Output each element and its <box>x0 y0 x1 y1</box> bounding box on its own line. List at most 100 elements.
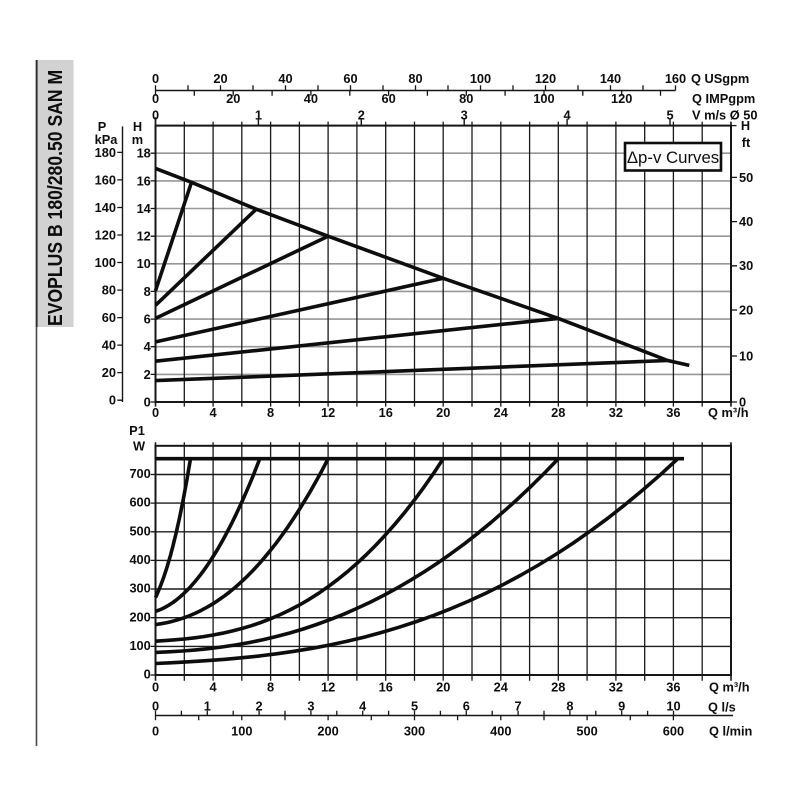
svg-text:6: 6 <box>463 699 470 714</box>
svg-text:W: W <box>133 438 146 453</box>
svg-text:100: 100 <box>470 71 491 86</box>
svg-text:0: 0 <box>152 724 159 739</box>
svg-text:36: 36 <box>666 405 680 420</box>
svg-text:60: 60 <box>381 91 395 106</box>
svg-text:40: 40 <box>304 91 318 106</box>
svg-text:Q l/min: Q l/min <box>709 724 753 739</box>
svg-text:0: 0 <box>109 393 116 408</box>
svg-text:6: 6 <box>144 312 151 327</box>
svg-text:14: 14 <box>137 201 152 216</box>
svg-text:700: 700 <box>129 466 150 481</box>
svg-text:28: 28 <box>551 405 565 420</box>
svg-text:24: 24 <box>494 679 509 694</box>
svg-text:12: 12 <box>321 405 335 420</box>
svg-text:m: m <box>132 132 143 147</box>
svg-text:100: 100 <box>95 255 116 270</box>
svg-text:140: 140 <box>95 200 116 215</box>
svg-text:100: 100 <box>129 638 150 653</box>
svg-text:16: 16 <box>137 173 151 188</box>
svg-text:1: 1 <box>255 108 262 123</box>
svg-text:80: 80 <box>102 282 116 297</box>
svg-text:400: 400 <box>129 552 150 567</box>
svg-text:100: 100 <box>231 724 252 739</box>
svg-text:600: 600 <box>129 495 150 510</box>
svg-text:200: 200 <box>317 724 338 739</box>
svg-text:P: P <box>98 119 107 134</box>
svg-text:32: 32 <box>609 405 623 420</box>
svg-text:20: 20 <box>739 302 753 317</box>
svg-text:80: 80 <box>408 71 422 86</box>
svg-text:24: 24 <box>494 405 509 420</box>
svg-text:80: 80 <box>459 91 473 106</box>
svg-text:12: 12 <box>137 229 151 244</box>
svg-text:500: 500 <box>576 724 597 739</box>
svg-text:10: 10 <box>739 348 753 363</box>
svg-text:120: 120 <box>535 71 556 86</box>
svg-text:3: 3 <box>461 108 468 123</box>
svg-text:0: 0 <box>152 699 159 714</box>
svg-text:0: 0 <box>739 394 746 409</box>
svg-text:40: 40 <box>102 338 116 353</box>
svg-text:5: 5 <box>411 699 418 714</box>
svg-text:7: 7 <box>515 699 522 714</box>
svg-text:4: 4 <box>210 405 218 420</box>
svg-text:140: 140 <box>600 71 621 86</box>
svg-text:60: 60 <box>343 71 357 86</box>
svg-text:50: 50 <box>739 170 753 185</box>
svg-text:Q m³/h: Q m³/h <box>709 679 750 694</box>
svg-text:8: 8 <box>267 679 274 694</box>
svg-text:kPa: kPa <box>95 132 119 147</box>
svg-text:0: 0 <box>152 91 159 106</box>
svg-text:0: 0 <box>152 679 159 694</box>
svg-text:600: 600 <box>663 724 684 739</box>
svg-text:20: 20 <box>436 679 450 694</box>
svg-text:P1: P1 <box>129 423 145 438</box>
svg-text:20: 20 <box>213 71 227 86</box>
svg-text:8: 8 <box>566 699 573 714</box>
svg-text:400: 400 <box>490 724 511 739</box>
svg-text:40: 40 <box>278 71 292 86</box>
svg-text:0: 0 <box>152 108 159 123</box>
svg-text:30: 30 <box>739 258 753 273</box>
svg-text:3: 3 <box>307 699 314 714</box>
svg-text:20: 20 <box>102 365 116 380</box>
svg-text:36: 36 <box>666 679 680 694</box>
svg-text:200: 200 <box>129 609 150 624</box>
svg-text:1: 1 <box>204 699 211 714</box>
svg-text:16: 16 <box>379 405 393 420</box>
svg-text:160: 160 <box>665 71 686 86</box>
svg-text:4: 4 <box>359 699 367 714</box>
svg-text:10: 10 <box>137 256 151 271</box>
svg-text:Δp-v Curves: Δp-v Curves <box>627 148 719 167</box>
svg-text:10: 10 <box>666 699 680 714</box>
svg-text:4: 4 <box>564 108 572 123</box>
svg-text:2: 2 <box>358 108 365 123</box>
svg-text:120: 120 <box>95 227 116 242</box>
svg-text:40: 40 <box>739 214 753 229</box>
svg-text:28: 28 <box>551 679 565 694</box>
svg-text:Q USgpm: Q USgpm <box>691 71 749 86</box>
svg-text:Q l/s: Q l/s <box>708 700 736 715</box>
svg-text:0: 0 <box>152 405 159 420</box>
svg-text:ft: ft <box>742 135 751 150</box>
svg-text:16: 16 <box>379 679 393 694</box>
svg-text:20: 20 <box>226 91 240 106</box>
svg-text:Q IMPgpm: Q IMPgpm <box>692 91 755 106</box>
svg-text:4: 4 <box>144 339 152 354</box>
svg-text:20: 20 <box>436 405 450 420</box>
svg-text:0: 0 <box>152 71 159 86</box>
svg-text:300: 300 <box>129 581 150 596</box>
svg-text:H: H <box>133 119 142 134</box>
svg-text:12: 12 <box>321 679 335 694</box>
svg-text:Q m³/h: Q m³/h <box>708 405 749 420</box>
svg-text:EVOPLUS B 180/280.50 SAN M: EVOPLUS B 180/280.50 SAN M <box>44 70 66 326</box>
svg-text:500: 500 <box>129 523 150 538</box>
svg-text:8: 8 <box>144 284 151 299</box>
svg-text:H: H <box>741 118 750 133</box>
svg-text:2: 2 <box>144 367 151 382</box>
svg-text:V m/s Ø 50: V m/s Ø 50 <box>692 108 757 123</box>
svg-text:0: 0 <box>144 394 151 409</box>
svg-text:0: 0 <box>144 667 151 682</box>
svg-text:18: 18 <box>137 146 151 161</box>
svg-text:5: 5 <box>666 108 673 123</box>
